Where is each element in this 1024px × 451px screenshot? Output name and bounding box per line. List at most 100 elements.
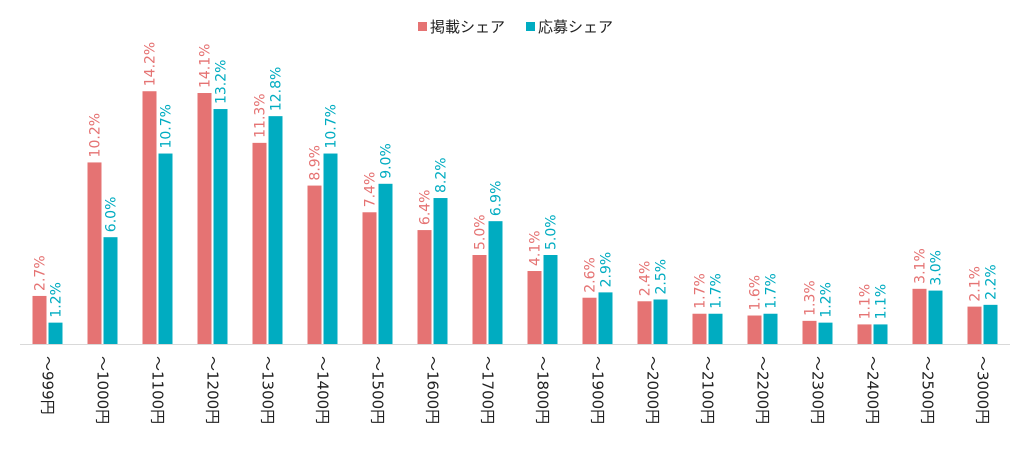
value-label-listing-17: 2.1% xyxy=(968,266,984,302)
bar-listing-share-0 xyxy=(32,295,47,344)
bar-application-share-2 xyxy=(158,153,173,344)
value-label-application-15: 1.1% xyxy=(874,284,890,320)
bar-listing-share-3 xyxy=(197,93,212,345)
value-label-listing-15: 1.1% xyxy=(858,284,874,320)
bar-application-share-9 xyxy=(543,255,558,344)
value-label-listing-3: 14.1% xyxy=(198,44,214,88)
category-label-14: ～2300円 xyxy=(809,356,827,424)
value-label-listing-16: 3.1% xyxy=(913,248,929,284)
bar-listing-share-4 xyxy=(252,142,267,344)
bar-listing-share-9 xyxy=(527,271,542,344)
value-label-listing-0: 2.7% xyxy=(33,255,49,291)
value-label-listing-8: 5.0% xyxy=(473,214,489,250)
value-label-application-10: 2.9% xyxy=(599,252,615,288)
bar-listing-share-16 xyxy=(912,288,927,344)
value-label-listing-13: 1.6% xyxy=(748,275,764,311)
value-label-application-6: 9.0% xyxy=(379,143,395,179)
bar-listing-share-13 xyxy=(747,315,762,344)
bar-application-share-10 xyxy=(598,292,613,344)
category-label-17: ～3000円 xyxy=(974,356,992,424)
value-label-application-17: 2.2% xyxy=(984,264,1000,300)
value-label-application-12: 1.7% xyxy=(709,273,725,309)
value-label-listing-2: 14.2% xyxy=(143,42,159,86)
category-label-6: ～1500円 xyxy=(369,356,387,424)
category-label-7: ～1600円 xyxy=(424,356,442,424)
bar-listing-share-8 xyxy=(472,255,487,344)
legend-swatch-0 xyxy=(418,22,427,31)
bar-listing-share-10 xyxy=(582,297,597,344)
value-label-application-2: 10.7% xyxy=(159,104,175,148)
value-label-listing-7: 6.4% xyxy=(418,190,434,226)
category-label-11: ～2000円 xyxy=(644,356,662,424)
bar-listing-share-1 xyxy=(87,162,102,344)
value-label-listing-10: 2.6% xyxy=(583,257,599,293)
bar-listing-share-11 xyxy=(637,301,652,344)
category-labels-group: ～999円 ～1000円 ～1100円 ～1200円 ～1300円 ～1400円 ～1500… xyxy=(39,356,992,424)
bar-listing-share-7 xyxy=(417,230,432,344)
legend-label-1: 応募シェア xyxy=(538,18,613,36)
bar-listing-share-6 xyxy=(362,212,377,344)
legend-swatch-1 xyxy=(526,22,535,31)
category-label-10: ～1900円 xyxy=(589,356,607,424)
value-label-listing-14: 1.3% xyxy=(803,280,819,316)
bar-application-share-14 xyxy=(818,322,833,344)
bar-application-share-5 xyxy=(323,153,338,344)
category-label-5: ～1400円 xyxy=(314,356,332,424)
category-label-2: ～1100円 xyxy=(149,356,167,424)
value-label-listing-12: 1.7% xyxy=(693,273,709,309)
bar-application-share-15 xyxy=(873,324,888,344)
value-label-application-5: 10.7% xyxy=(324,104,340,148)
bar-listing-share-14 xyxy=(802,320,817,344)
value-label-application-13: 1.7% xyxy=(764,273,780,309)
legend-label-0: 掲載シェア xyxy=(430,18,505,36)
bar-application-share-3 xyxy=(213,109,228,344)
value-label-listing-1: 10.2% xyxy=(88,113,104,157)
value-label-listing-5: 8.9% xyxy=(308,145,324,181)
category-label-0: ～999円 xyxy=(39,356,57,415)
value-label-application-4: 12.8% xyxy=(269,67,285,111)
category-label-15: ～2400円 xyxy=(864,356,882,424)
value-label-listing-11: 2.4% xyxy=(638,261,654,297)
value-label-listing-4: 11.3% xyxy=(253,93,269,137)
category-label-16: ～2500円 xyxy=(919,356,937,424)
category-label-1: ～1000円 xyxy=(94,356,112,424)
value-label-application-11: 2.5% xyxy=(654,259,670,295)
value-label-application-16: 3.0% xyxy=(929,250,945,286)
bar-listing-share-12 xyxy=(692,313,707,344)
legend: 掲載シェア 応募シェア xyxy=(418,18,613,36)
bar-application-share-16 xyxy=(928,290,943,344)
category-label-3: ～1200円 xyxy=(204,356,222,424)
value-label-application-8: 6.9% xyxy=(489,181,505,217)
bar-listing-share-5 xyxy=(307,185,322,344)
value-label-application-3: 13.2% xyxy=(214,60,230,104)
bars-group xyxy=(32,91,998,345)
bar-listing-share-2 xyxy=(142,91,157,345)
value-label-application-7: 8.2% xyxy=(434,157,450,193)
value-label-application-9: 5.0% xyxy=(544,214,560,250)
value-label-application-14: 1.2% xyxy=(819,282,835,318)
bar-listing-share-15 xyxy=(857,324,872,344)
bar-listing-share-17 xyxy=(967,306,982,344)
category-label-4: ～1300円 xyxy=(259,356,277,424)
bar-application-share-1 xyxy=(103,237,118,344)
category-label-8: ～1700円 xyxy=(479,356,497,424)
category-label-13: ～2200円 xyxy=(754,356,772,424)
bar-application-share-8 xyxy=(488,221,503,344)
bar-application-share-12 xyxy=(708,313,723,344)
value-label-listing-6: 7.4% xyxy=(363,172,379,208)
bar-application-share-4 xyxy=(268,116,283,344)
bar-application-share-11 xyxy=(653,299,668,344)
bar-application-share-6 xyxy=(378,183,393,344)
value-label-application-1: 6.0% xyxy=(104,197,120,233)
bar-application-share-13 xyxy=(763,313,778,344)
bar-application-share-7 xyxy=(433,198,448,344)
category-label-12: ～2100円 xyxy=(699,356,717,424)
category-label-9: ～1800円 xyxy=(534,356,552,424)
value-label-listing-9: 4.1% xyxy=(528,230,544,266)
value-label-application-0: 1.2% xyxy=(49,282,65,318)
bar-application-share-0 xyxy=(48,322,63,344)
bar-application-share-17 xyxy=(983,304,998,344)
value-labels-group: 2.7%1.2%10.2%6.0%14.2%10.7%14.1% 13.2%11.… xyxy=(33,42,1000,320)
